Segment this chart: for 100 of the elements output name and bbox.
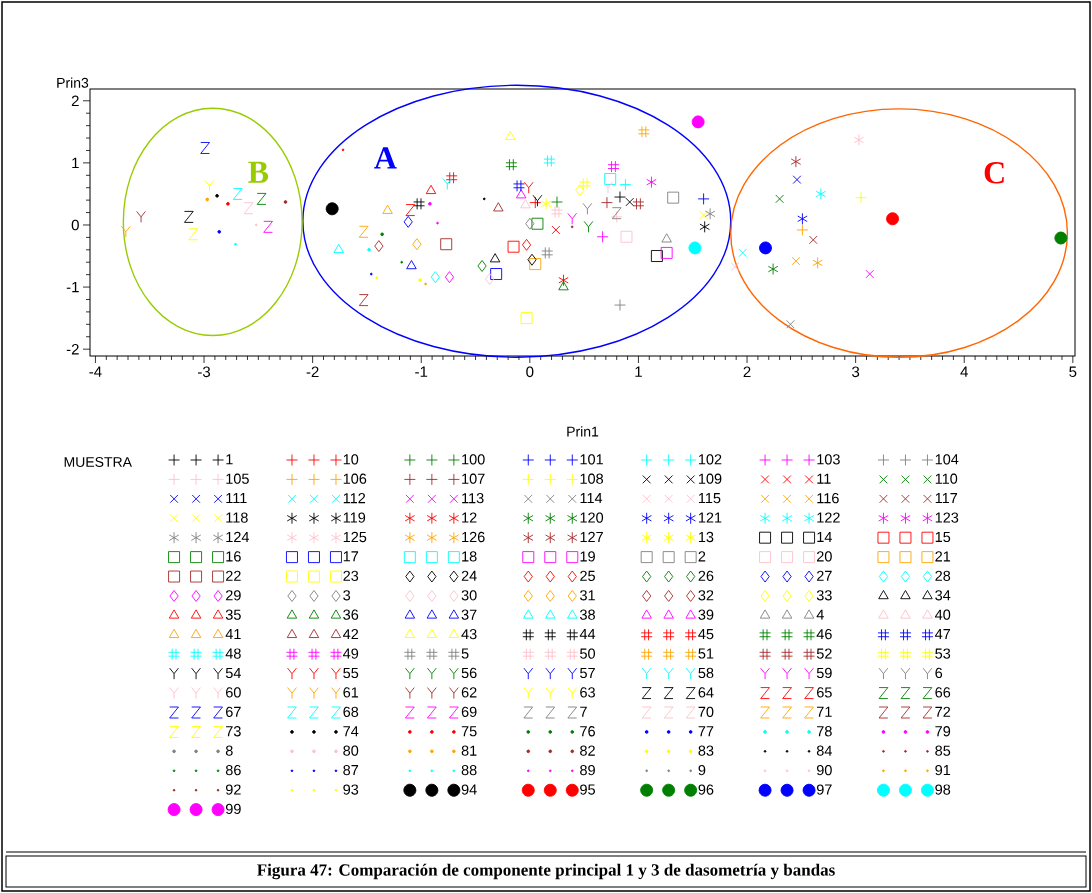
legend-label: 27 (817, 570, 832, 581)
legend-label: 30 (461, 590, 477, 601)
legend-label: 64 (698, 687, 714, 698)
legend-label: 38 (580, 609, 595, 620)
point (430, 271, 440, 284)
point (367, 247, 371, 252)
point (620, 230, 633, 243)
point (625, 197, 635, 207)
legend-label: 56 (461, 667, 477, 679)
legend-label: 117 (935, 493, 958, 504)
point (428, 202, 432, 206)
legend-label: 61 (343, 687, 359, 698)
annotation: A (374, 147, 397, 169)
point (699, 220, 710, 233)
point (256, 192, 267, 205)
legend-label: 109 (698, 473, 722, 484)
point (730, 262, 740, 271)
point (797, 212, 808, 225)
point (886, 212, 900, 226)
legend-label: 115 (698, 493, 721, 504)
point (738, 248, 748, 258)
legend-label: 50 (580, 648, 596, 659)
legend-label: 19 (580, 551, 595, 562)
point (204, 179, 215, 192)
legend-label: 1 (226, 454, 233, 465)
point (136, 210, 146, 223)
legend-label: 60 (226, 687, 241, 698)
point (120, 225, 131, 238)
point (380, 232, 384, 237)
point (418, 278, 422, 283)
y-tick-label: 0 (71, 219, 79, 231)
x-tick-label: 3 (852, 366, 860, 378)
legend-label: 81 (461, 745, 477, 756)
legend-label: 105 (226, 473, 249, 484)
point (558, 281, 569, 291)
point (243, 202, 254, 215)
legend-label: 5 (461, 648, 469, 659)
point (183, 210, 194, 223)
point (374, 240, 384, 253)
point (551, 225, 561, 235)
legend-label: 98 (935, 784, 951, 795)
point (217, 229, 222, 234)
point (513, 179, 525, 192)
point (215, 193, 219, 198)
point (582, 202, 593, 215)
point (444, 271, 455, 284)
legend-label: 126 (462, 531, 485, 543)
point (583, 220, 594, 233)
legend-label: 112 (343, 493, 366, 504)
legend-label: 8 (225, 745, 233, 756)
legend-label: 62 (461, 687, 477, 698)
legend-label: 84 (816, 745, 832, 756)
point (815, 187, 827, 200)
legend-label: 91 (935, 764, 951, 776)
point (412, 238, 422, 251)
text: Figura 47: Comparación de componente principal 1 y 3 de dasometría y bandas (257, 863, 835, 880)
legend-label: 114 (580, 493, 603, 504)
legend-label: 127 (580, 531, 603, 542)
legend-label: 95 (580, 784, 595, 795)
legend-label: 71 (817, 706, 832, 717)
legend-label: 42 (343, 628, 359, 640)
point (523, 181, 534, 194)
x-tick-label: 5 (1069, 366, 1077, 377)
legend-label: 22 (226, 570, 241, 581)
legend-label: 74 (343, 726, 359, 737)
legend-label: 83 (698, 745, 714, 756)
legend-label: 54 (225, 667, 241, 679)
legend-label: 11 (817, 473, 831, 484)
legend-label: 9 (698, 764, 706, 776)
point (505, 130, 516, 140)
point (522, 238, 532, 251)
legend-label: 10 (343, 454, 359, 465)
point (812, 256, 823, 269)
x-tick-label: 2 (743, 366, 751, 377)
legend-label: 108 (580, 473, 604, 484)
legend-label: 110 (935, 473, 958, 484)
point (188, 228, 199, 241)
legend-label: 73 (226, 726, 241, 737)
point (853, 133, 865, 146)
legend-label: 96 (698, 784, 714, 795)
legend-label: 47 (934, 629, 951, 640)
legend-label: 113 (462, 493, 484, 504)
point (865, 269, 875, 279)
legend-label: 65 (817, 687, 832, 698)
legend-label: 35 (225, 609, 241, 620)
legend-label: 82 (580, 745, 595, 756)
point (790, 155, 802, 168)
x-tick-label: -2 (306, 366, 319, 377)
point (477, 260, 487, 272)
legend-label: 58 (698, 667, 714, 679)
point (485, 273, 495, 285)
x-axis-title: Prin1 (567, 426, 599, 437)
legend-label: 53 (935, 648, 951, 659)
legend-label: 57 (580, 667, 595, 679)
legend-label: 102 (698, 454, 722, 465)
legend-label: 33 (816, 590, 832, 601)
legend-label: 70 (698, 706, 714, 717)
legend-label: 37 (461, 609, 477, 620)
point (786, 319, 795, 329)
legend-label: 104 (935, 454, 959, 465)
